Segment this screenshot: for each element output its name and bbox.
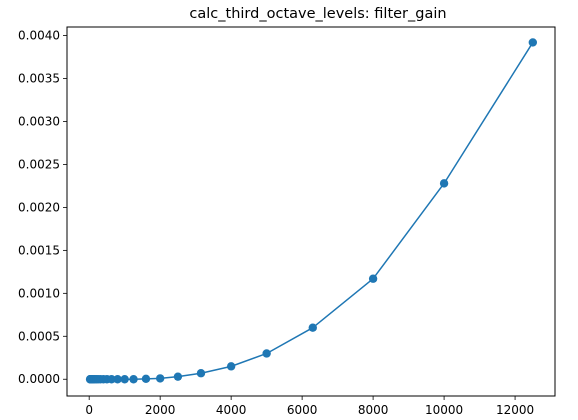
data-point xyxy=(308,323,317,332)
x-tick-label: 4000 xyxy=(216,403,247,417)
x-tick-label: 12000 xyxy=(496,403,534,417)
data-point xyxy=(439,179,449,188)
y-tick-label: 0.0005 xyxy=(18,329,60,343)
chart-title: calc_third_octave_levels: filter_gain xyxy=(189,6,446,22)
data-point xyxy=(113,375,122,384)
y-tick-label: 0.0025 xyxy=(18,157,60,171)
y-tick-label: 0.0000 xyxy=(18,372,60,386)
data-point xyxy=(107,375,116,384)
data-point xyxy=(368,274,378,283)
data-point xyxy=(173,372,183,381)
data-point xyxy=(141,374,151,384)
x-tick-label: 2000 xyxy=(145,403,176,417)
data-point xyxy=(120,375,129,384)
data-point xyxy=(155,374,165,383)
axes: 0 2000 4000 6000 8000 10000 12000 0.0000 0.0005 0… xyxy=(18,29,534,417)
plot-frame xyxy=(66,26,556,397)
y-tick-label: 0.0020 xyxy=(18,200,60,214)
data-point xyxy=(129,375,138,384)
data-point xyxy=(262,349,271,358)
x-tick-label: 8000 xyxy=(358,403,389,417)
data-point xyxy=(226,362,236,371)
y-tick-label: 0.0010 xyxy=(18,286,60,300)
x-tick-label: 0 xyxy=(85,403,93,417)
series-group xyxy=(85,38,538,384)
y-tick-label: 0.0040 xyxy=(18,29,60,43)
data-point xyxy=(196,369,206,378)
y-tick-label: 0.0015 xyxy=(18,243,60,257)
x-tick-label: 10000 xyxy=(425,403,463,417)
y-tick-label: 0.0035 xyxy=(18,72,60,86)
data-point xyxy=(528,38,538,47)
y-tick-label: 0.0030 xyxy=(18,115,60,129)
x-tick-label: 6000 xyxy=(287,403,318,417)
